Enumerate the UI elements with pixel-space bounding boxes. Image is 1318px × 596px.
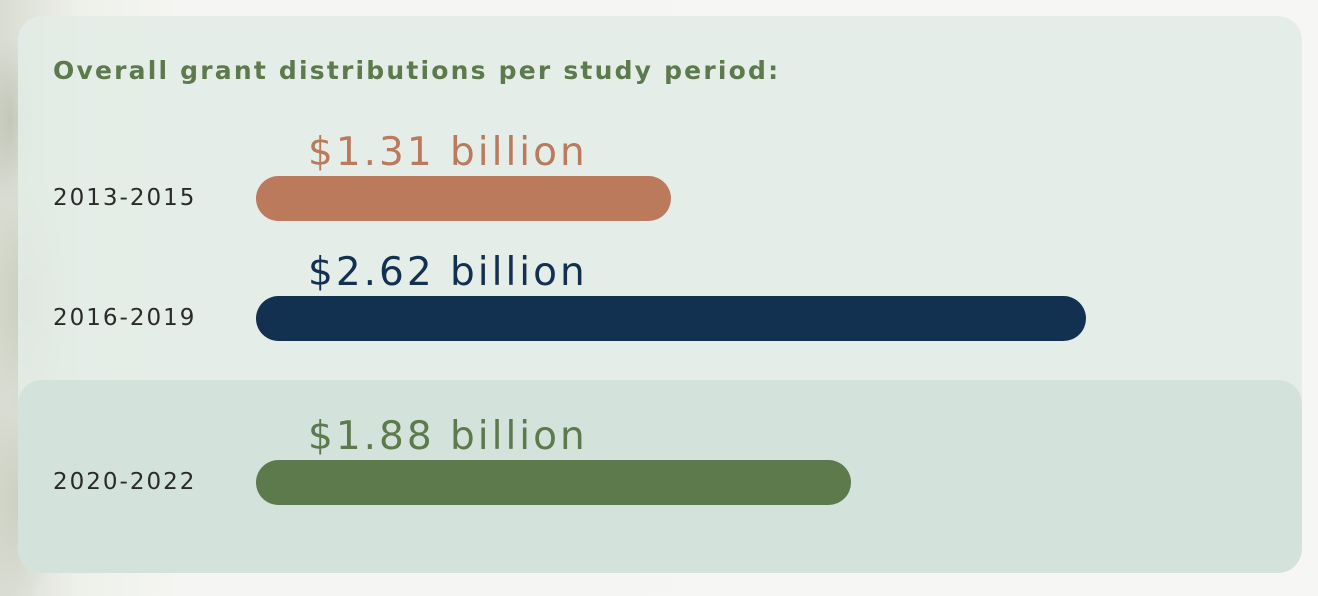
category-label: 2020-2022 [53, 469, 197, 495]
bar [256, 296, 1086, 341]
category-label: 2013-2015 [53, 185, 197, 211]
chart-card: Overall grant distributions per study pe… [18, 16, 1302, 573]
value-label: $1.31 billion [308, 130, 588, 175]
bar-row: $2.62 billion 2016-2019 [18, 244, 1302, 354]
category-label: 2016-2019 [53, 305, 197, 331]
chart-title: Overall grant distributions per study pe… [53, 56, 781, 85]
value-label: $2.62 billion [308, 250, 588, 295]
bar [256, 460, 852, 505]
bar [256, 176, 671, 221]
value-label: $1.88 billion [308, 414, 588, 459]
bar-row: $1.88 billion 2020-2022 [18, 408, 1302, 518]
bar-row: $1.31 billion 2013-2015 [18, 124, 1302, 234]
